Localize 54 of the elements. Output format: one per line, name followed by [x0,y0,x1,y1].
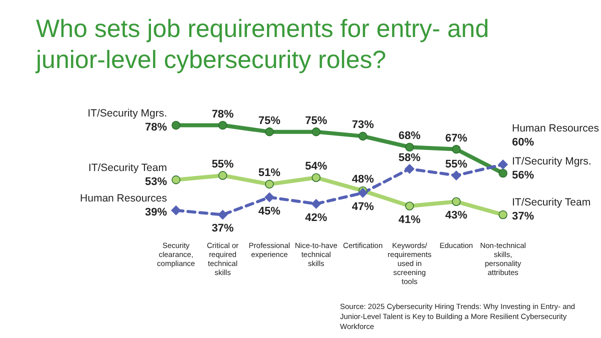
data-label: 39% [144,206,168,218]
data-label: 53% [144,176,168,188]
data-label: 55% [212,158,234,170]
series-label: IT/Security Team [88,162,168,174]
data-label: 54% [305,160,328,173]
point [404,164,415,174]
point [172,120,180,130]
point [451,170,462,180]
point [265,180,274,189]
data-label: 75% [258,114,281,127]
point [498,210,508,220]
point [312,127,321,136]
point [218,210,228,220]
data-label: 78% [212,108,234,120]
point [312,173,321,182]
point [452,197,461,206]
point [498,160,508,170]
point [218,171,228,180]
text: Human Resources [512,122,599,135]
data-label: 75% [305,114,328,127]
point [452,144,461,154]
data-label: 48% [352,174,374,186]
point [405,142,414,152]
data-label: 51% [258,167,281,180]
point [358,188,368,198]
point [171,205,181,216]
point [218,120,228,130]
data-label: 58% [398,152,421,164]
data-label: 43% [445,210,468,222]
series-label: Human Resources [80,192,167,204]
series-label: IT/Security Mgrs. [88,107,167,120]
data-label: 60% [512,136,534,149]
text: IT/Security Team [512,196,591,209]
data-label: 67% [445,132,468,144]
data-label: 37% [212,222,234,235]
text: IT/Security Mgrs. [512,155,592,168]
data-label: 78% [144,121,168,134]
data-label: 41% [398,214,421,226]
data-label: 45% [258,205,281,218]
point [172,175,180,184]
data-label: 42% [305,212,328,224]
data-label: 37% [512,210,534,223]
data-label: 56% [512,169,534,182]
point [265,127,274,136]
data-label: 68% [398,130,421,142]
point [264,192,274,202]
data-label: 47% [352,200,374,213]
chart-title: Who sets job requirements for entry- and junior-level cybersecurity roles? [36,14,490,76]
data-label: 55% [445,158,468,170]
point [358,132,368,141]
point [311,198,322,209]
point [405,202,414,210]
point [498,168,508,178]
data-label: 73% [352,119,374,132]
